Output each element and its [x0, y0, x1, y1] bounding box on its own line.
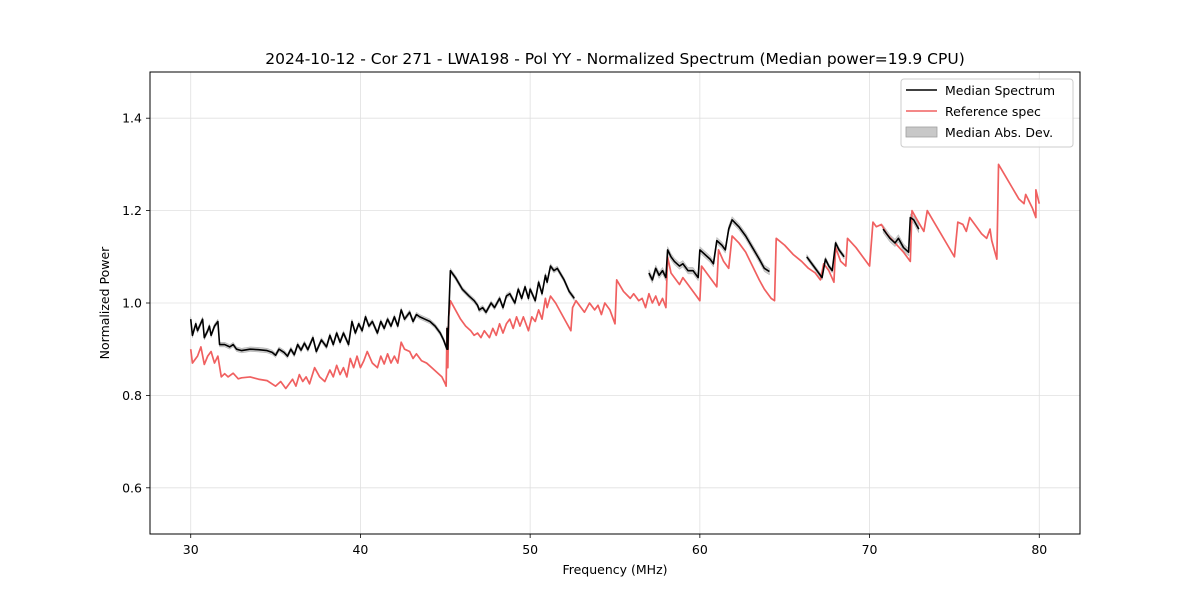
reference-spectrum-line — [189, 163, 1041, 390]
legend-box — [900, 78, 1074, 148]
legend-mad-swatch — [905, 126, 938, 138]
median-spectrum-line — [806, 242, 845, 279]
y-tick-label: 1.4 — [122, 111, 142, 126]
y-tick-label: 0.6 — [122, 480, 142, 495]
y-axis-label: Normalized Power — [97, 246, 112, 360]
x-tick-label: 70 — [862, 542, 878, 557]
y-tick-label: 1.0 — [122, 296, 142, 311]
x-tick-label: 30 — [183, 542, 199, 557]
median-spectrum-line — [648, 219, 770, 281]
legend-mad-label: Median Abs. Dev. — [945, 125, 1053, 140]
x-axis-label: Frequency (MHz) — [562, 562, 667, 577]
y-tick-label: 0.8 — [122, 388, 142, 403]
y-tick-label: 1.2 — [122, 203, 142, 218]
x-axis: 30 40 50 60 70 80 — [183, 534, 1047, 557]
median-spectrum-line — [189, 265, 575, 357]
legend-reference-label: Reference spec — [945, 104, 1041, 119]
plot-area — [189, 163, 1041, 390]
x-tick-label: 60 — [692, 542, 708, 557]
y-axis: 0.6 0.8 1.0 1.2 1.4 — [122, 111, 150, 495]
x-tick-label: 80 — [1031, 542, 1047, 557]
x-tick-label: 40 — [352, 542, 368, 557]
x-tick-label: 50 — [522, 542, 538, 557]
legend: Median Spectrum Reference spec Median Ab… — [900, 78, 1074, 148]
median-spectrum-line — [882, 216, 920, 253]
legend-median-label: Median Spectrum — [945, 83, 1055, 98]
chart-title: 2024-10-12 - Cor 271 - LWA198 - Pol YY -… — [265, 50, 965, 68]
